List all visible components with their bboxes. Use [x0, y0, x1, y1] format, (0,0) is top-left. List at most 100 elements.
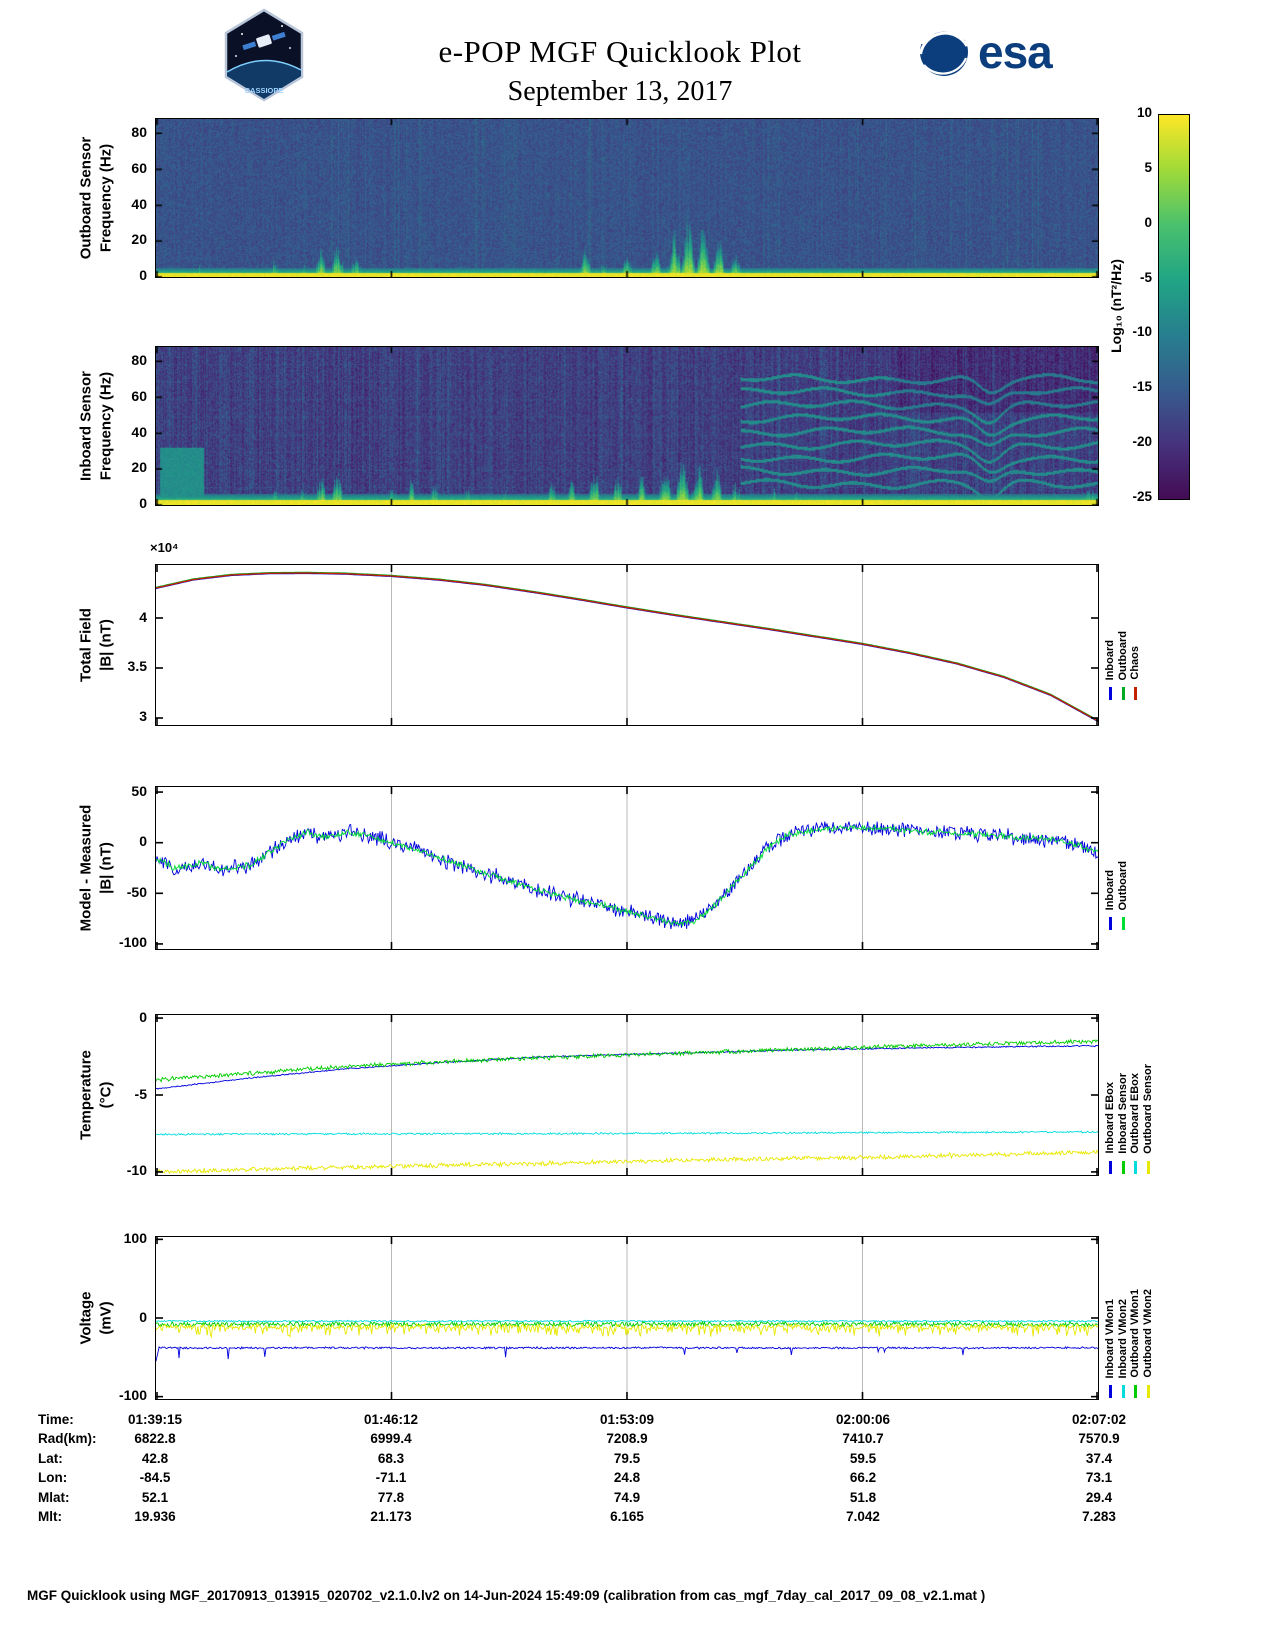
title-block: e-POP MGF Quicklook Plot September 13, 2… [0, 34, 1240, 108]
series-line [156, 572, 1098, 722]
table-row-label: Lat: [38, 1450, 63, 1466]
y-tick-label: 0 [139, 267, 147, 283]
legend-label: Outboard EBox [1129, 1073, 1142, 1154]
y-tick-label: 60 [131, 387, 147, 404]
table-cell: 59.5 [849, 1450, 877, 1466]
y-tick-label: -100 [118, 1386, 147, 1403]
cassiope-mission-logo: CASSIOPE [222, 8, 306, 107]
panel-temperature: Temperature (°C) -10 -5 0 Inboard EBox Inboard… [0, 1009, 1275, 1178]
table-cell: -71.1 [375, 1470, 407, 1486]
esa-logo-text: esa [978, 26, 1053, 78]
legend-label: Outboard VMon1 [1129, 1289, 1142, 1378]
spectrogram-canvas [156, 347, 1098, 505]
table-cell: -84.5 [139, 1470, 171, 1486]
legend-color-dash [1134, 1161, 1138, 1174]
y-axis-exponent: ×10⁴ [150, 540, 179, 555]
legend-color-dash [1146, 1161, 1150, 1174]
table-cell: 01:39:15 [127, 1412, 183, 1427]
legend-color-dash [1109, 1385, 1113, 1398]
table-cell: 68.3 [377, 1450, 405, 1466]
panel-outboard-spectrogram: Outboard Sensor Frequency (Hz) 0 20 40 60 80 [0, 118, 1275, 283]
legend-color-dash [1109, 917, 1113, 930]
y-tick-label: -100 [118, 933, 147, 950]
legend-color-dash [1134, 687, 1138, 700]
series-line [156, 1345, 1098, 1362]
legend-color-dash [1109, 687, 1113, 700]
table-cell: 7.042 [846, 1509, 880, 1524]
legend: Inboard VMon1 Inboard VMon2 Outboard VMon1… [1104, 1236, 1155, 1400]
legend-item: Outboard EBox [1129, 1014, 1142, 1174]
esa-logo-mark [919, 27, 969, 76]
legend-color-dash [1121, 917, 1125, 930]
y-tick-label: 100 [123, 1230, 147, 1247]
legend-item: Outboard Sensor [1142, 1014, 1155, 1174]
legend-color-dash [1121, 1385, 1125, 1398]
table-cell: 24.8 [613, 1470, 641, 1486]
table-cell: 52.1 [141, 1489, 169, 1505]
legend-label: Inboard [1104, 869, 1116, 910]
table-cell: 74.9 [613, 1489, 641, 1505]
legend-item: Inboard VMon1 [1104, 1236, 1117, 1398]
legend-color-dash [1121, 1161, 1125, 1174]
table-row-label: Time: [38, 1412, 74, 1427]
line-plot-svg [156, 565, 1098, 725]
legend-label: Outboard [1116, 860, 1129, 911]
cassiope-logo-graphic: CASSIOPE [224, 8, 304, 102]
series-line [156, 1319, 1098, 1323]
y-tick-label: 20 [131, 459, 147, 476]
legend-label: Inboard [1104, 639, 1116, 680]
legend-item: Inboard VMon2 [1116, 1236, 1130, 1398]
line-plot-svg [156, 787, 1098, 949]
table-cell: 6999.4 [370, 1431, 412, 1447]
legend-label: Inboard VMon2 [1116, 1298, 1129, 1378]
figure-date: September 13, 2017 [507, 76, 733, 107]
table-row-label: Mlat: [38, 1489, 70, 1505]
y-tick-label: 80 [131, 352, 147, 369]
legend-color-dash [1121, 687, 1125, 700]
y-tick-label: 4 [139, 608, 147, 625]
legend-item: Outboard [1116, 786, 1130, 930]
plot-area [155, 1014, 1099, 1176]
legend-label: Inboard EBox [1104, 1082, 1116, 1154]
legend-label: Inboard VMon1 [1104, 1298, 1116, 1378]
y-tick-label: 20 [131, 231, 147, 248]
table-cell: 6822.8 [134, 1431, 176, 1447]
legend-item: Chaos [1129, 564, 1142, 700]
legend-item: Outboard VMon2 [1141, 1236, 1155, 1398]
series-line [156, 821, 1098, 930]
line-plot-svg [156, 1237, 1098, 1399]
legend: Inboard Outboard [1104, 786, 1130, 950]
table-cell: 29.4 [1085, 1489, 1113, 1505]
plot-area [155, 1236, 1099, 1400]
table-cell: 7410.7 [842, 1431, 884, 1447]
series-line [156, 1322, 1098, 1339]
table-cell: 7570.9 [1078, 1431, 1120, 1447]
legend-item: Inboard [1104, 786, 1117, 930]
plot-area [155, 118, 1099, 278]
series-line [156, 1130, 1098, 1136]
y-tick-label: 40 [131, 195, 147, 212]
plot-area [155, 786, 1099, 950]
table-cell: 73.1 [1085, 1470, 1113, 1486]
table-cell: 19.936 [134, 1509, 176, 1524]
plot-area [155, 564, 1099, 726]
legend-label: Inboard Sensor [1116, 1073, 1129, 1154]
ephemeris-table: Time: 01:39:15 01:46:12 01:53:09 02:00:06 02:… [0, 1412, 1275, 1542]
table-row-label: Lon: [38, 1470, 68, 1486]
table-cell: 21.173 [370, 1509, 412, 1524]
table-cell: 79.5 [613, 1450, 641, 1466]
legend-label: Outboard VMon2 [1141, 1289, 1154, 1378]
series-line [156, 1038, 1098, 1083]
legend-color-dash [1109, 1161, 1113, 1174]
table-cell: 66.2 [849, 1470, 877, 1486]
spectrogram-canvas [156, 119, 1098, 277]
table-cell: 77.8 [377, 1489, 405, 1505]
legend-item: Inboard [1104, 564, 1117, 700]
table-row-label: Mlt: [38, 1509, 62, 1524]
series-line [156, 1149, 1098, 1175]
legend-label: Chaos [1129, 646, 1142, 680]
panel-voltage: Voltage (mV) -100 0 100 Inboard VMon1 Inboard … [0, 1230, 1275, 1403]
table-cell: 02:00:06 [835, 1412, 891, 1427]
table-cell: 01:53:09 [599, 1412, 655, 1427]
